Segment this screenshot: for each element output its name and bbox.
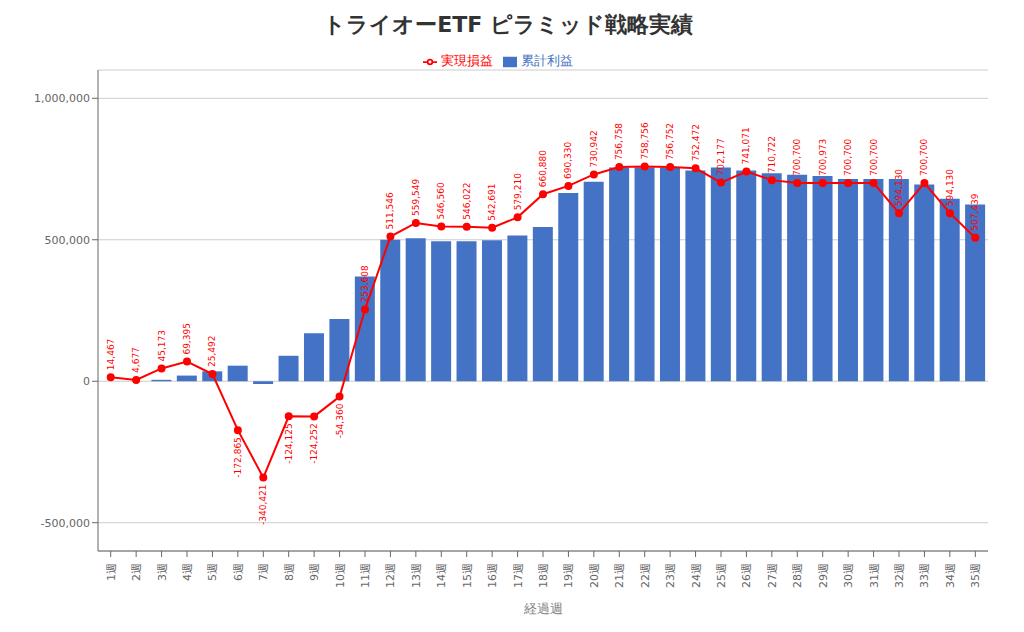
svg-text:4週: 4週 bbox=[181, 563, 194, 581]
svg-text:28週: 28週 bbox=[791, 563, 804, 588]
svg-text:700,700: 700,700 bbox=[843, 138, 853, 175]
svg-text:702,177: 702,177 bbox=[716, 138, 726, 175]
svg-text:1,000,000: 1,000,000 bbox=[34, 92, 90, 105]
svg-text:26週: 26週 bbox=[740, 563, 753, 588]
svg-text:14,467: 14,467 bbox=[106, 339, 116, 371]
svg-text:500,000: 500,000 bbox=[45, 234, 91, 247]
svg-text:24週: 24週 bbox=[690, 563, 703, 588]
svg-text:3週: 3週 bbox=[156, 563, 169, 581]
svg-text:-54,360: -54,360 bbox=[335, 403, 345, 438]
svg-text:27週: 27週 bbox=[766, 563, 779, 588]
svg-text:-340,421: -340,421 bbox=[258, 485, 268, 525]
svg-text:35週: 35週 bbox=[969, 563, 982, 588]
svg-text:2週: 2週 bbox=[130, 563, 143, 581]
svg-text:7週: 7週 bbox=[257, 563, 270, 581]
svg-text:32週: 32週 bbox=[893, 563, 906, 588]
svg-text:15週: 15週 bbox=[461, 563, 474, 588]
svg-text:33週: 33週 bbox=[918, 563, 931, 588]
svg-text:758,756: 758,756 bbox=[640, 122, 650, 159]
svg-text:546,022: 546,022 bbox=[462, 183, 472, 220]
svg-text:69,395: 69,395 bbox=[182, 323, 192, 355]
svg-text:511,546: 511,546 bbox=[385, 192, 395, 229]
svg-text:18週: 18週 bbox=[537, 563, 550, 588]
svg-text:20週: 20週 bbox=[588, 563, 601, 588]
svg-text:253,608: 253,608 bbox=[360, 265, 370, 302]
svg-text:6週: 6週 bbox=[232, 563, 245, 581]
svg-text:14週: 14週 bbox=[435, 563, 448, 588]
html-text:実現損益: 実現損益 bbox=[441, 53, 493, 68]
svg-text:34週: 34週 bbox=[944, 563, 957, 588]
svg-text:31週: 31週 bbox=[868, 563, 881, 588]
svg-text:23週: 23週 bbox=[664, 563, 677, 588]
svg-text:-124,125: -124,125 bbox=[284, 423, 294, 463]
svg-text:710,722: 710,722 bbox=[767, 136, 777, 173]
svg-text:594,130: 594,130 bbox=[945, 169, 955, 206]
svg-text:16週: 16週 bbox=[486, 563, 499, 588]
svg-text:-124,252: -124,252 bbox=[309, 423, 319, 463]
svg-text:542,691: 542,691 bbox=[487, 183, 497, 220]
svg-text:8週: 8週 bbox=[283, 563, 296, 581]
svg-text:22週: 22週 bbox=[639, 563, 652, 588]
svg-text:9週: 9週 bbox=[308, 563, 321, 581]
svg-text:756,758: 756,758 bbox=[614, 123, 624, 160]
svg-text:経過週: 経過週 bbox=[523, 601, 563, 616]
svg-text:-500,000: -500,000 bbox=[41, 517, 90, 530]
svg-text:507,439: 507,439 bbox=[970, 193, 980, 230]
svg-text:30週: 30週 bbox=[842, 563, 855, 588]
svg-text:25週: 25週 bbox=[715, 563, 728, 588]
svg-text:700,700: 700,700 bbox=[869, 138, 879, 175]
svg-text:21週: 21週 bbox=[613, 563, 626, 588]
svg-text:25,492: 25,492 bbox=[207, 336, 217, 368]
svg-text:559,549: 559,549 bbox=[411, 178, 421, 215]
svg-text:700,973: 700,973 bbox=[818, 139, 828, 176]
svg-text:660,880: 660,880 bbox=[538, 150, 548, 187]
svg-text:1週: 1週 bbox=[105, 563, 118, 581]
svg-text:752,472: 752,472 bbox=[691, 124, 701, 161]
svg-text:-172,865: -172,865 bbox=[233, 437, 243, 477]
svg-text:11週: 11週 bbox=[359, 563, 372, 588]
svg-text:730,942: 730,942 bbox=[589, 130, 599, 167]
svg-text:756,752: 756,752 bbox=[665, 123, 675, 160]
svg-text:741,071: 741,071 bbox=[741, 127, 751, 164]
html-text:累計利益: 累計利益 bbox=[521, 53, 573, 68]
svg-text:10週: 10週 bbox=[334, 563, 347, 588]
svg-text:45,173: 45,173 bbox=[157, 330, 167, 362]
svg-text:5週: 5週 bbox=[206, 563, 219, 581]
svg-text:19週: 19週 bbox=[562, 563, 575, 588]
svg-text:29週: 29週 bbox=[817, 563, 830, 588]
svg-text:0: 0 bbox=[83, 375, 90, 388]
svg-text:13週: 13週 bbox=[410, 563, 423, 588]
svg-text:579,210: 579,210 bbox=[513, 173, 523, 210]
svg-text:17週: 17週 bbox=[512, 563, 525, 588]
svg-text:4,677: 4,677 bbox=[131, 347, 141, 373]
svg-text:700,700: 700,700 bbox=[919, 138, 929, 175]
svg-text:700,700: 700,700 bbox=[792, 138, 802, 175]
svg-text:12週: 12週 bbox=[384, 563, 397, 588]
svg-text:594,130: 594,130 bbox=[894, 169, 904, 206]
html-text:トライオーETF ピラミッド戦略実績: トライオーETF ピラミッド戦略実績 bbox=[323, 12, 693, 37]
svg-text:546,560: 546,560 bbox=[436, 182, 446, 219]
svg-text:690,330: 690,330 bbox=[563, 141, 573, 178]
